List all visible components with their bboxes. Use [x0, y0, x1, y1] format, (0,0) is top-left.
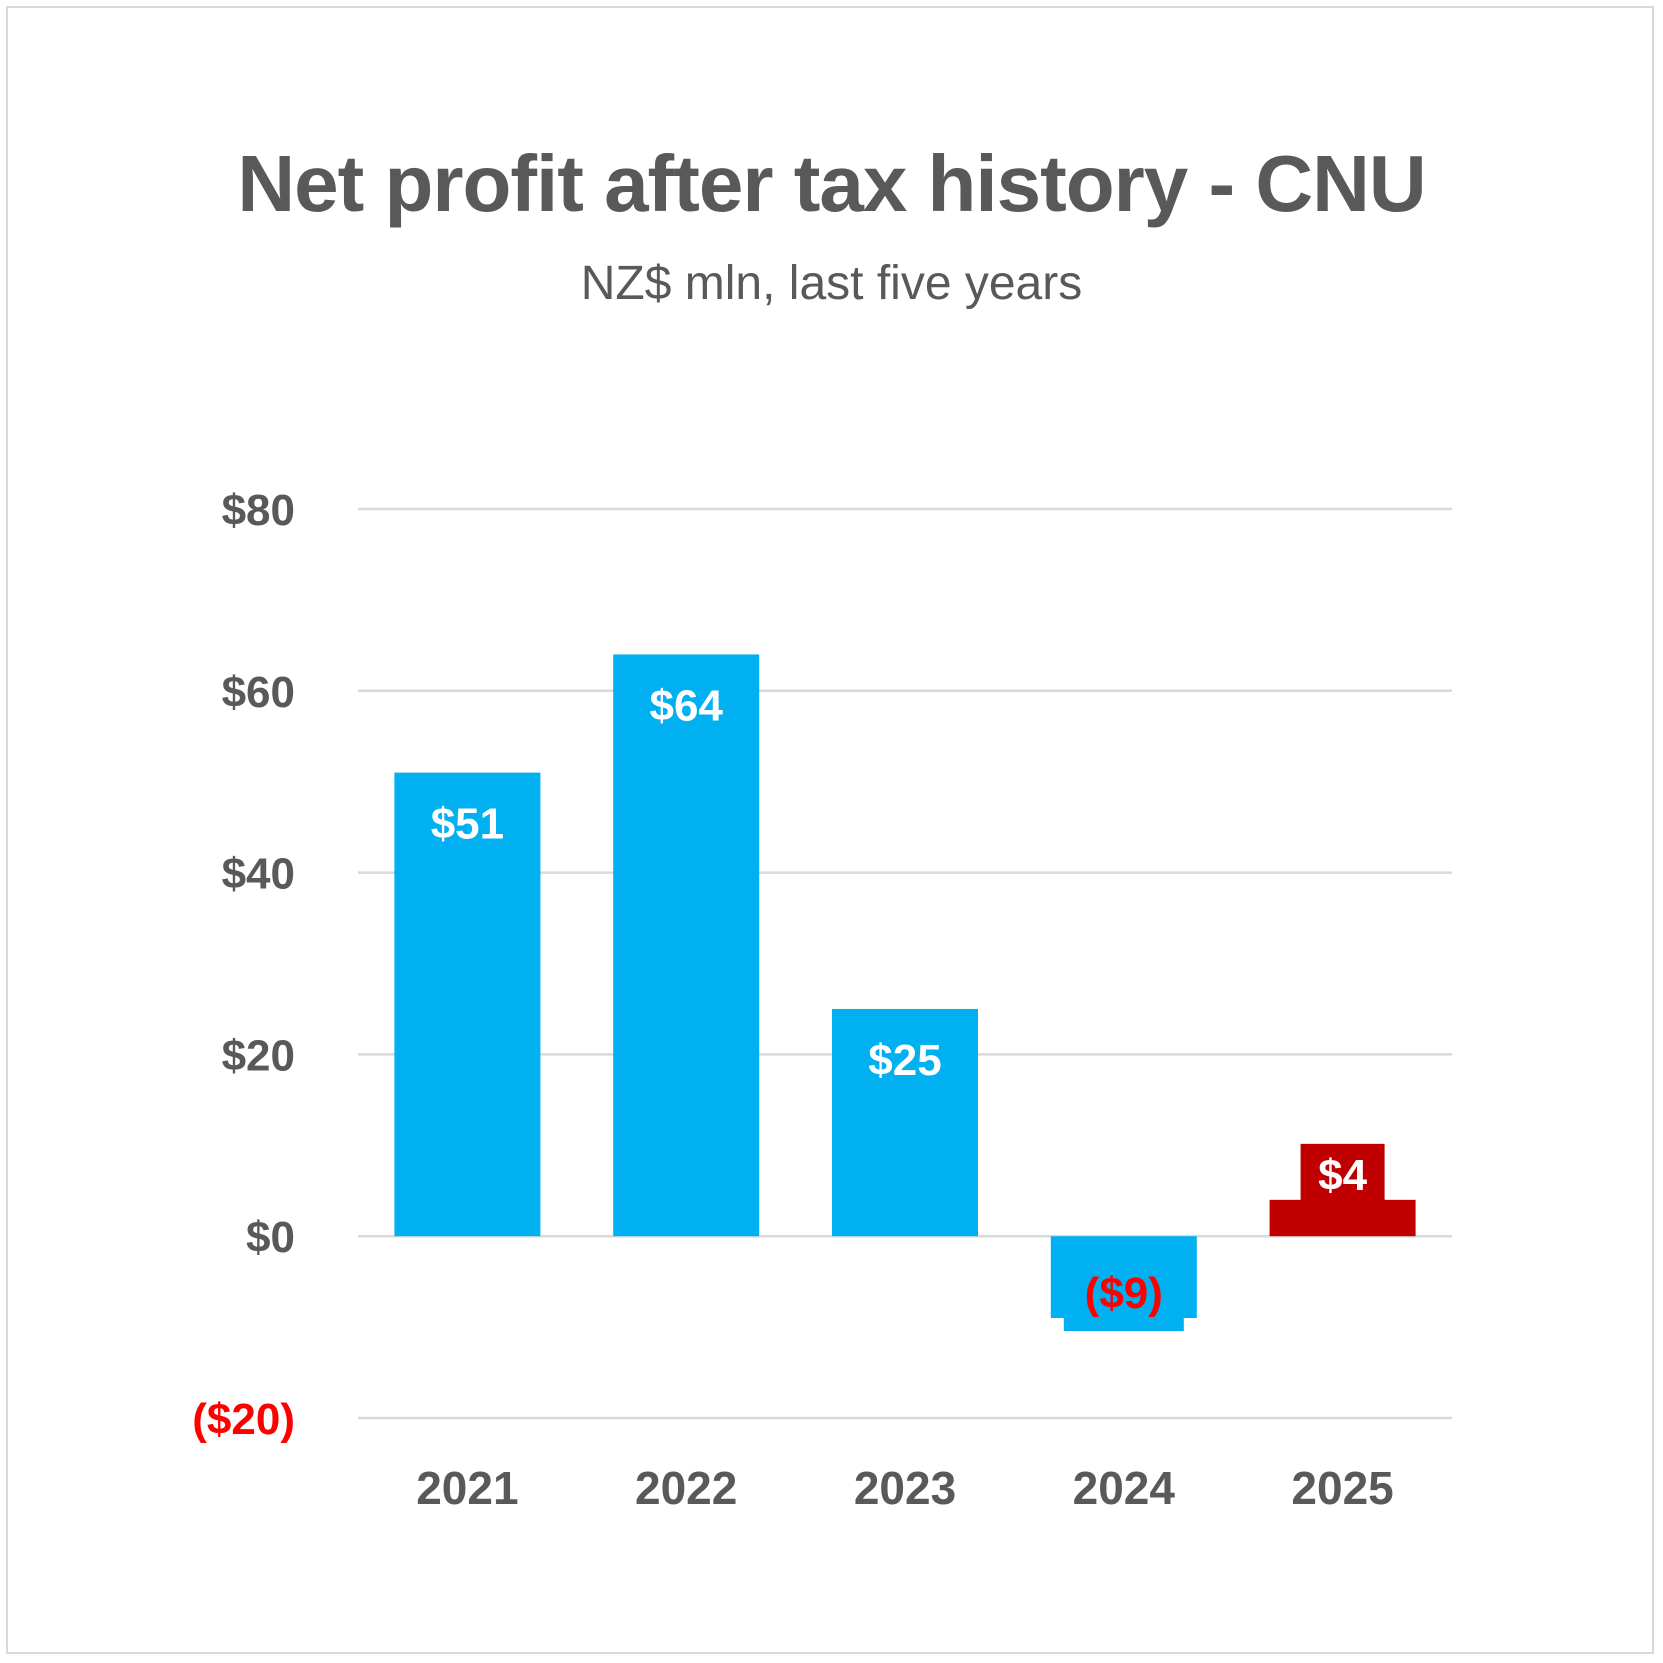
chart-frame — [6, 6, 1654, 1654]
y-tick-label: $60 — [222, 668, 295, 717]
bar-2021 — [394, 772, 541, 1237]
x-tick-label: 2025 — [1291, 1462, 1393, 1514]
data-label: $25 — [868, 1036, 941, 1085]
bar-2025 — [1269, 1199, 1416, 1237]
y-tick-label: $20 — [222, 1031, 295, 1080]
data-label: $64 — [649, 681, 723, 730]
data-label-box — [1063, 1265, 1184, 1332]
chart-title: Net profit after tax history - CNU — [237, 139, 1426, 228]
data-label: ($9) — [1085, 1269, 1163, 1318]
x-tick-label: 2022 — [635, 1462, 737, 1514]
data-labels: $51 $64 $25 ($9) $4 — [431, 681, 1385, 1332]
x-tick-label: 2021 — [416, 1462, 518, 1514]
y-tick-label: $0 — [246, 1213, 295, 1262]
y-tick-label: $80 — [222, 486, 295, 535]
bar-2022 — [613, 654, 760, 1237]
x-axis-labels: 2021 2022 2023 2024 2025 — [416, 1462, 1394, 1514]
data-label: $4 — [1318, 1151, 1367, 1200]
y-tick-label: $40 — [222, 850, 295, 899]
y-tick-label: ($20) — [192, 1395, 295, 1444]
x-tick-label: 2023 — [854, 1462, 956, 1514]
bar-2023 — [832, 1008, 978, 1237]
data-label-box — [1300, 1143, 1385, 1202]
data-label: $51 — [431, 800, 504, 849]
y-axis-labels: $80 $60 $40 $20 $0 ($20) — [192, 486, 295, 1444]
bars — [394, 654, 1416, 1319]
x-tick-label: 2024 — [1073, 1462, 1176, 1514]
chart-subtitle: NZ$ mln, last five years — [580, 257, 1083, 310]
